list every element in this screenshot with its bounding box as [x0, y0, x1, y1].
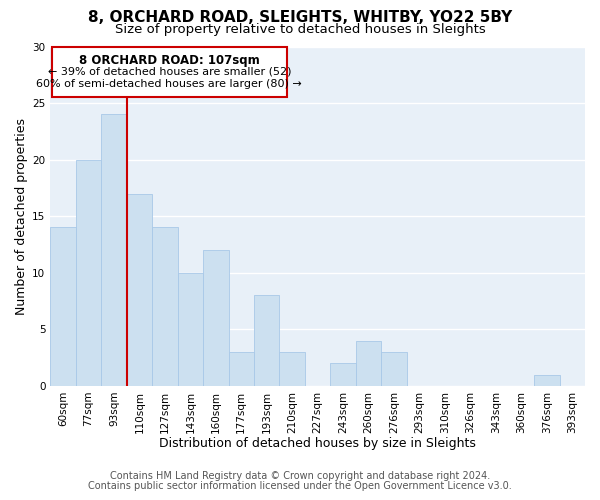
Text: 8, ORCHARD ROAD, SLEIGHTS, WHITBY, YO22 5BY: 8, ORCHARD ROAD, SLEIGHTS, WHITBY, YO22 …	[88, 10, 512, 25]
Bar	[101, 114, 127, 386]
FancyBboxPatch shape	[52, 46, 287, 98]
Bar	[127, 194, 152, 386]
Text: Contains public sector information licensed under the Open Government Licence v3: Contains public sector information licen…	[88, 481, 512, 491]
Text: ← 39% of detached houses are smaller (52): ← 39% of detached houses are smaller (52…	[47, 67, 291, 77]
Bar	[381, 352, 407, 386]
Bar	[356, 340, 381, 386]
Bar	[50, 228, 76, 386]
Bar	[254, 296, 280, 386]
Bar	[229, 352, 254, 386]
Text: Contains HM Land Registry data © Crown copyright and database right 2024.: Contains HM Land Registry data © Crown c…	[110, 471, 490, 481]
X-axis label: Distribution of detached houses by size in Sleights: Distribution of detached houses by size …	[159, 437, 476, 450]
Text: 8 ORCHARD ROAD: 107sqm: 8 ORCHARD ROAD: 107sqm	[79, 54, 260, 68]
Bar	[534, 374, 560, 386]
Bar	[203, 250, 229, 386]
Bar	[152, 228, 178, 386]
Y-axis label: Number of detached properties: Number of detached properties	[15, 118, 28, 314]
Text: 60% of semi-detached houses are larger (80) →: 60% of semi-detached houses are larger (…	[37, 80, 302, 90]
Text: Size of property relative to detached houses in Sleights: Size of property relative to detached ho…	[115, 22, 485, 36]
Bar	[178, 272, 203, 386]
Bar	[280, 352, 305, 386]
Bar	[331, 363, 356, 386]
Bar	[76, 160, 101, 386]
